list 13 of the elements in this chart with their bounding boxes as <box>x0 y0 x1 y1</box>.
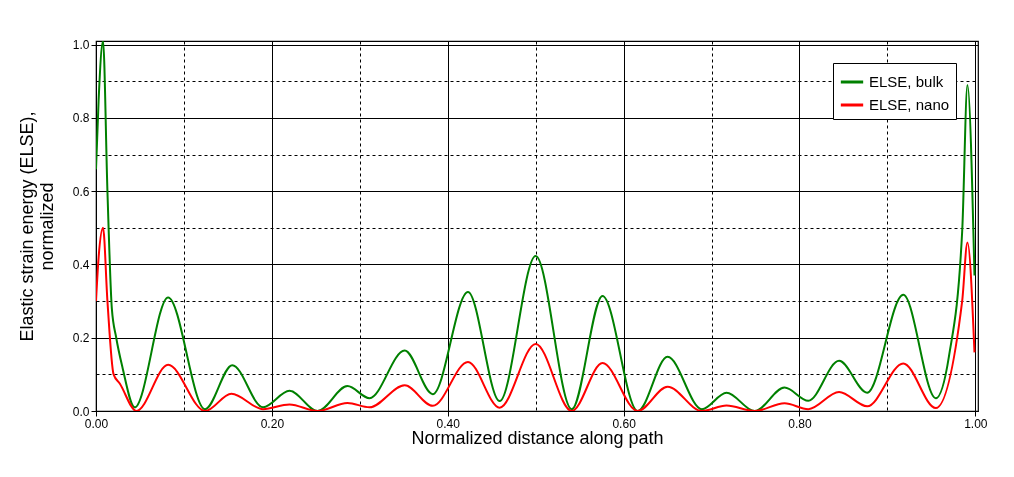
legend-label: ELSE, nano <box>869 96 950 113</box>
legend-label: ELSE, bulk <box>869 73 944 90</box>
x-tick-label: 0.80 <box>788 416 812 431</box>
x-tick-label: 0.00 <box>84 416 109 431</box>
y-tick-label: 0.8 <box>72 111 90 126</box>
x-tick-label: 0.20 <box>260 416 285 431</box>
x-tick-label: 1.00 <box>964 416 988 431</box>
y-tick-label: 0.4 <box>72 257 90 272</box>
y-axis-title: Elastic strain energy (ELSE), normalized <box>16 111 57 342</box>
y-tick-label: 0.2 <box>72 331 90 346</box>
y-tick-label: 0.0 <box>72 404 90 419</box>
y-tick-label: 1.0 <box>72 38 90 53</box>
y-tick-label: 0.6 <box>72 184 90 199</box>
